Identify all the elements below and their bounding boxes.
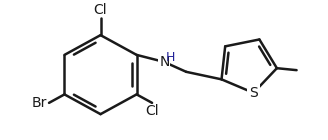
Text: Cl: Cl bbox=[94, 3, 107, 17]
Text: N: N bbox=[159, 55, 170, 69]
Text: S: S bbox=[249, 86, 258, 100]
Text: H: H bbox=[166, 51, 175, 64]
Text: Cl: Cl bbox=[145, 104, 159, 118]
Text: Br: Br bbox=[32, 96, 47, 110]
